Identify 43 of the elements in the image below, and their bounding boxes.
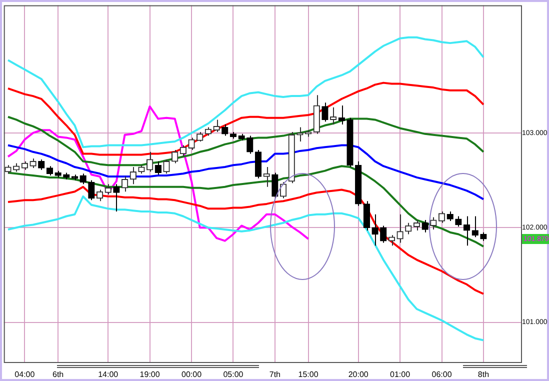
candlestick bbox=[388, 234, 396, 246]
candlestick bbox=[455, 216, 462, 228]
candlestick bbox=[372, 214, 378, 246]
candlestick bbox=[88, 180, 95, 201]
x-tick-label: 04:00 bbox=[14, 370, 36, 380]
x-tick-label: 06:00 bbox=[432, 370, 452, 380]
candlestick bbox=[363, 200, 370, 231]
candlestick bbox=[472, 216, 478, 238]
x-tick-label: 00:00 bbox=[182, 370, 202, 380]
candlestick bbox=[322, 102, 328, 122]
candlestick bbox=[413, 220, 420, 231]
x-tick-label: 8th bbox=[478, 370, 490, 380]
candlestick bbox=[438, 211, 446, 224]
x-tick-label: 19:00 bbox=[140, 370, 160, 380]
candlestick bbox=[446, 211, 454, 222]
candlestick bbox=[121, 176, 128, 192]
candlestick bbox=[172, 150, 178, 164]
candlestick bbox=[188, 137, 195, 150]
candlestick bbox=[113, 184, 120, 212]
candlestick bbox=[96, 189, 104, 202]
candlestick bbox=[396, 214, 404, 244]
candlestick bbox=[196, 132, 204, 142]
candlestick bbox=[130, 166, 136, 185]
candlestick bbox=[380, 225, 387, 244]
candlestick bbox=[104, 184, 112, 195]
x-tick-label: 6th bbox=[52, 370, 64, 380]
x-tick-label: 7th bbox=[269, 370, 280, 380]
candlestick bbox=[246, 135, 254, 154]
candlestick bbox=[330, 106, 337, 125]
x-tick-label: 20:00 bbox=[348, 370, 369, 380]
candlestick bbox=[338, 105, 345, 125]
candlestick bbox=[30, 158, 36, 168]
candlestick bbox=[263, 166, 270, 188]
candlestick bbox=[430, 216, 437, 230]
candlestick bbox=[463, 216, 470, 246]
x-tick-label: 05:00 bbox=[223, 370, 244, 380]
x-tick-label: 14:00 bbox=[98, 370, 119, 380]
candlestick bbox=[254, 150, 262, 179]
x-tick-label: 01:00 bbox=[390, 370, 411, 380]
candlestick bbox=[146, 151, 154, 172]
x-tick-label: 15:00 bbox=[298, 370, 319, 380]
candlestick bbox=[180, 144, 187, 158]
candlestick bbox=[213, 119, 220, 133]
